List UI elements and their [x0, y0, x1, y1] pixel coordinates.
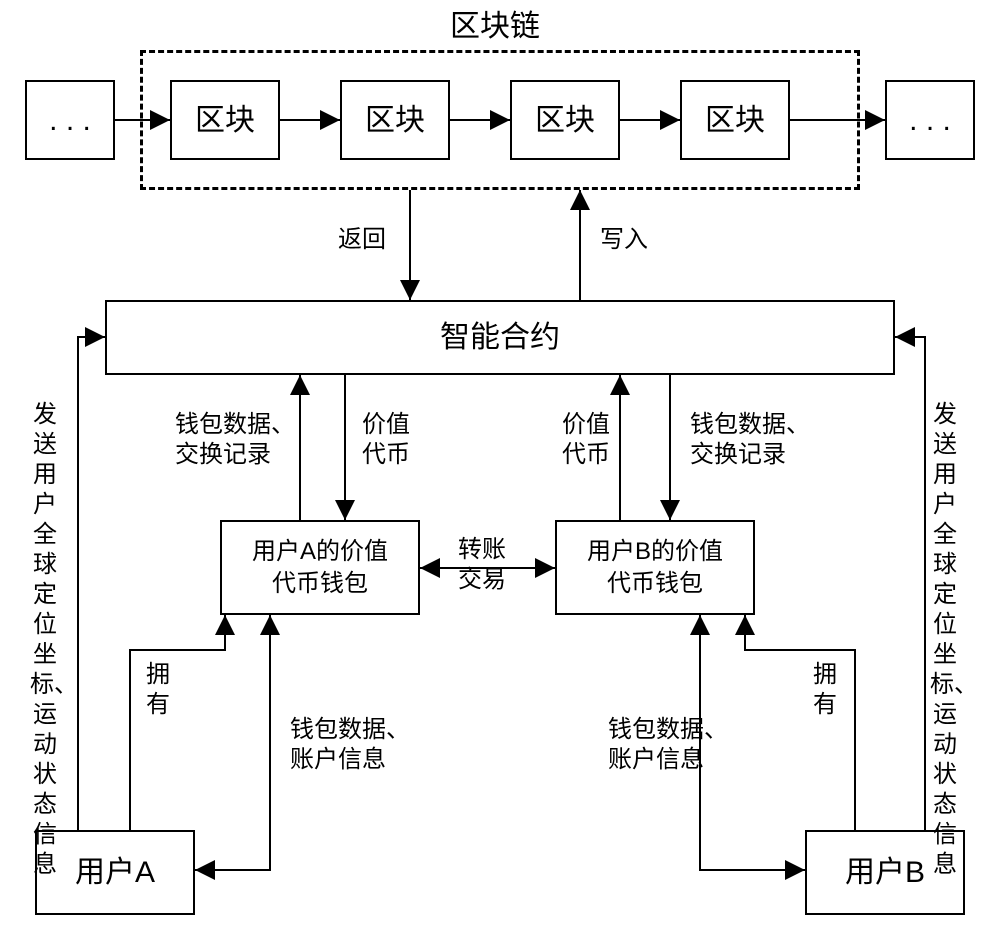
lbl-write: 写入 — [600, 225, 648, 255]
lbl-return: 返回 — [338, 225, 386, 255]
diagram-canvas: 区块链 . . . 区块 区块 区块 区块 . . . 智能合约 用户A的价值 … — [0, 0, 1000, 951]
wallet-b-box: 用户B的价值 代币钱包 — [555, 520, 755, 615]
lbl-wb-acc: 钱包数据、 账户信息 — [608, 715, 728, 775]
vl-own-right: 拥有 — [810, 660, 840, 720]
dots-right: . . . — [885, 80, 975, 160]
smart-contract-box: 智能合约 — [105, 300, 895, 375]
title: 区块链 — [450, 8, 540, 46]
lbl-transfer: 转账 交易 — [458, 535, 506, 595]
vl-own-left: 拥有 — [143, 660, 173, 720]
lbl-val-b: 价值 代币 — [562, 410, 610, 470]
dots-left: . . . — [25, 80, 115, 160]
lbl-wa-acc: 钱包数据、 账户信息 — [290, 715, 410, 775]
block-4: 区块 — [680, 80, 790, 160]
lbl-wa-rec: 钱包数据、 交换记录 — [175, 410, 295, 470]
wallet-a-box: 用户A的价值 代币钱包 — [220, 520, 420, 615]
vl-send-left: 发送用户全球定位坐标、运动状态信息 — [30, 400, 60, 880]
vl-send-right: 发送用户全球定位坐标、运动状态信息 — [930, 400, 960, 880]
lbl-wb-rec: 钱包数据、 交换记录 — [690, 410, 810, 470]
block-2: 区块 — [340, 80, 450, 160]
lbl-val-a: 价值 代币 — [362, 410, 410, 470]
block-1: 区块 — [170, 80, 280, 160]
block-3: 区块 — [510, 80, 620, 160]
